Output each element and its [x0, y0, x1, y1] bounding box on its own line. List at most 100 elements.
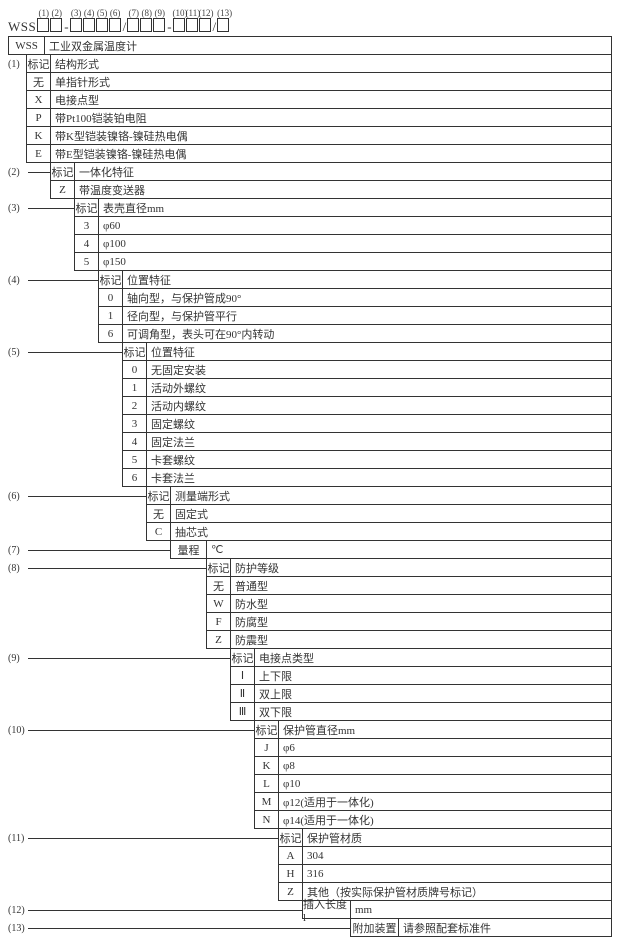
pattern-position-label: (8)	[140, 8, 153, 18]
row-lead	[8, 469, 122, 487]
spec-code: 4	[122, 432, 146, 451]
spec-row: (10)标记保护管直径mm	[8, 721, 612, 739]
row-lead: (4)	[8, 271, 98, 289]
spec-desc: 电接点型	[50, 90, 612, 109]
spec-row: (3)标记表壳直径mm	[8, 199, 612, 217]
spec-code: 0	[122, 360, 146, 379]
spec-desc: 双下限	[254, 702, 612, 721]
spec-row: A304	[8, 847, 612, 865]
spec-desc: 卡套螺纹	[146, 450, 612, 469]
row-lead	[8, 613, 206, 631]
row-lead	[8, 361, 122, 379]
spec-desc: φ12(适用于一体化)	[278, 792, 612, 811]
spec-desc: 防腐型	[230, 612, 612, 631]
row-lead	[8, 379, 122, 397]
spec-row: Lφ10	[8, 775, 612, 793]
spec-desc: 带Pt100铠装铂电阻	[50, 108, 612, 127]
spec-row: 1径向型，与保护管平行	[8, 307, 612, 325]
spec-row: (5)标记位置特征	[8, 343, 612, 361]
row-lead	[8, 775, 254, 793]
spec-code: E	[26, 144, 50, 163]
row-lead: (11)	[8, 829, 278, 847]
spec-row: X电接点型	[8, 91, 612, 109]
spec-code: C	[146, 522, 170, 541]
spec-desc: 固定式	[170, 504, 612, 523]
spec-desc: 单指针形式	[50, 72, 612, 91]
spec-code: Z	[278, 882, 302, 901]
row-lead	[8, 307, 98, 325]
spec-desc: 表壳直径mm	[98, 198, 612, 217]
row-lead	[8, 739, 254, 757]
pattern-placeholder	[140, 18, 152, 32]
row-lead	[8, 523, 146, 541]
spec-desc: φ100	[98, 234, 612, 253]
spec-desc: 电接点类型	[254, 648, 612, 667]
pattern-position-label: (9)	[153, 8, 166, 18]
spec-row: Ⅱ双上限	[8, 685, 612, 703]
spec-code: X	[26, 90, 50, 109]
spec-desc: 316	[302, 864, 612, 883]
pattern-position-label: (11)	[186, 8, 199, 18]
pattern-placeholder	[37, 18, 49, 32]
spec-row: Ⅰ上下限	[8, 667, 612, 685]
spec-row: 无单指针形式	[8, 73, 612, 91]
spec-code: 标记	[98, 270, 122, 289]
spec-desc: 径向型，与保护管平行	[122, 306, 612, 325]
pattern-group: (3)(4)(5)(6)	[70, 8, 122, 35]
spec-desc: 固定法兰	[146, 432, 612, 451]
spec-row: 6卡套法兰	[8, 469, 612, 487]
pattern-placeholder	[186, 18, 198, 32]
pattern-position-label: (3)	[70, 8, 83, 18]
row-lead: (12)	[8, 901, 302, 919]
row-lead	[8, 415, 122, 433]
spec-row: 2活动内螺纹	[8, 397, 612, 415]
row-lead	[8, 865, 278, 883]
spec-row: (6)标记测量端形式	[8, 487, 612, 505]
spec-code: 附加装置	[350, 918, 398, 937]
row-lead	[8, 253, 74, 271]
row-lead: (8)	[8, 559, 206, 577]
group-number: (8)	[8, 563, 20, 574]
group-number: (3)	[8, 203, 20, 214]
spec-code: N	[254, 810, 278, 829]
spec-desc: 其他（按实际保护管材质牌号标记）	[302, 882, 612, 901]
spec-desc: 保护管材质	[302, 828, 612, 847]
spec-row: (7)量程℃	[8, 541, 612, 559]
spec-desc: φ8	[278, 756, 612, 775]
row-lead: (3)	[8, 199, 74, 217]
pattern-placeholder	[199, 18, 211, 32]
pattern-placeholder	[127, 18, 139, 32]
spec-row: 4固定法兰	[8, 433, 612, 451]
spec-desc: 一体化特征	[74, 162, 612, 181]
row-lead: (5)	[8, 343, 122, 361]
row-lead: (1)	[8, 55, 26, 73]
spec-code: H	[278, 864, 302, 883]
spec-code: 无	[146, 504, 170, 523]
row-lead	[8, 577, 206, 595]
spec-code: 标记	[230, 648, 254, 667]
spec-tree: WSS工业双金属温度计(1)标记结构形式无单指针形式X电接点型P带Pt100铠装…	[8, 37, 612, 937]
spec-row: (4)标记位置特征	[8, 271, 612, 289]
pattern-placeholder	[83, 18, 95, 32]
spec-row: 5φ150	[8, 253, 612, 271]
spec-code: Z	[206, 630, 230, 649]
spec-code: 插入长度l	[302, 900, 350, 919]
pattern-group: (13)	[217, 8, 230, 35]
row-lead	[8, 595, 206, 613]
row-lead	[8, 289, 98, 307]
pattern-position-label: (4)	[83, 8, 96, 18]
spec-row: (1)标记结构形式	[8, 55, 612, 73]
spec-code: 5	[122, 450, 146, 469]
spec-code: 标记	[26, 54, 50, 73]
spec-row: (8)标记防护等级	[8, 559, 612, 577]
row-lead	[8, 667, 230, 685]
spec-code: 标记	[278, 828, 302, 847]
spec-row: Mφ12(适用于一体化)	[8, 793, 612, 811]
row-lead	[8, 109, 26, 127]
pattern-group: (1)(2)	[37, 8, 63, 35]
row-lead	[8, 631, 206, 649]
spec-desc: 防护等级	[230, 558, 612, 577]
spec-row: 3φ60	[8, 217, 612, 235]
spec-code: J	[254, 738, 278, 757]
spec-row: H316	[8, 865, 612, 883]
